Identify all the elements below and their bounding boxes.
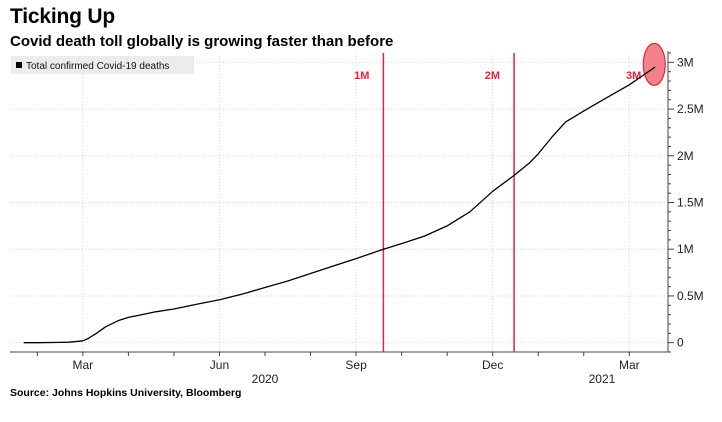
y-tick-label: 0 bbox=[677, 336, 684, 350]
milestone-label: 1M bbox=[354, 70, 369, 82]
chart-title: Ticking Up bbox=[10, 5, 115, 28]
legend-box bbox=[11, 56, 194, 74]
x-tick-label: Mar bbox=[619, 358, 640, 372]
x-tick-label: Dec bbox=[482, 358, 503, 372]
legend-swatch bbox=[16, 62, 22, 68]
x-year-label: 2020 bbox=[252, 372, 279, 386]
source-note: Source: Johns Hopkins University, Bloomb… bbox=[10, 387, 242, 399]
y-tick-label: 1.5M bbox=[677, 196, 704, 210]
y-tick-label: 2.5M bbox=[677, 102, 704, 116]
y-tick-label: 0.5M bbox=[677, 289, 704, 303]
milestone-label: 2M bbox=[485, 70, 500, 82]
milestone-label: 3M bbox=[626, 70, 641, 82]
chart-subtitle: Covid death toll globally is growing fas… bbox=[10, 33, 394, 50]
x-tick-label: Mar bbox=[73, 358, 94, 372]
x-tick-label: Jun bbox=[210, 358, 229, 372]
highlight-ellipse bbox=[642, 42, 666, 86]
y-tick-label: 3M bbox=[677, 55, 694, 69]
y-tick-label: 2M bbox=[677, 149, 694, 163]
series-line bbox=[23, 66, 656, 344]
x-tick-label: Sep bbox=[345, 358, 367, 372]
legend-label: Total confirmed Covid-19 deaths bbox=[26, 61, 169, 72]
x-year-label: 2021 bbox=[589, 372, 616, 386]
y-tick-label: 1M bbox=[677, 242, 694, 256]
